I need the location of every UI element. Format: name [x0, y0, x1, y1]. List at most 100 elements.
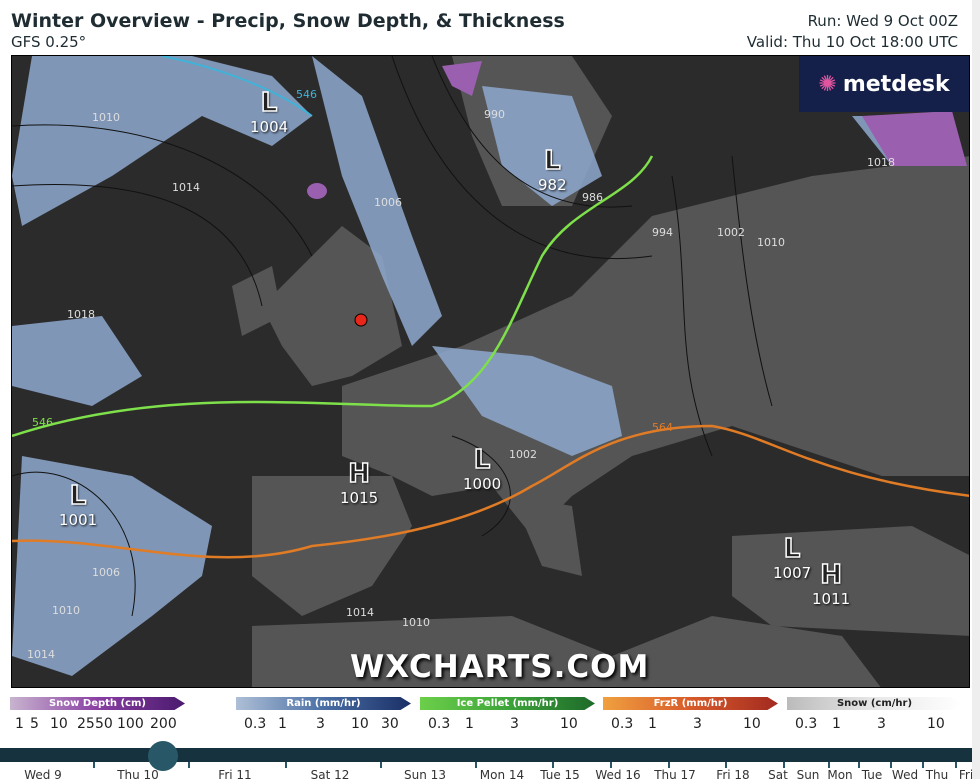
timeline-day[interactable]: Mon 14	[479, 768, 525, 782]
thickness-540-line	[161, 56, 313, 117]
legend-tick: 50	[95, 716, 113, 732]
svg-text:1014: 1014	[172, 181, 200, 194]
valid-time: Valid: Thu 10 Oct 18:00 UTC	[746, 33, 958, 51]
contour-labels: 1010 1014 1018 990 1006 986 994 1002 101…	[27, 88, 895, 661]
timeline-tick	[890, 762, 892, 768]
legend-tick: 10	[743, 716, 761, 732]
timeline-day[interactable]: Wed 9	[24, 768, 62, 782]
timeline-tick	[380, 762, 382, 768]
timeline-day[interactable]: Mon	[827, 768, 853, 782]
legend-tick: 30	[381, 716, 399, 732]
snow-depth-areas	[307, 61, 967, 199]
legend-tick: 0.3	[795, 716, 818, 732]
timeline-day[interactable]: Sat 12	[310, 768, 350, 782]
legend-bar: Snow (cm/hr)	[787, 697, 962, 710]
legend-tick: 3	[316, 716, 325, 732]
timeline-tick	[725, 762, 727, 768]
timeline-day[interactable]: Thu 17	[654, 768, 696, 782]
legend-tick: 25	[77, 716, 95, 732]
location-marker[interactable]	[354, 313, 368, 327]
svg-text:1010: 1010	[402, 616, 430, 629]
legend-bar: Snow Depth (cm)	[10, 697, 185, 710]
legend-bar: FrzR (mm/hr)	[603, 697, 778, 710]
map-canvas: 1010 1014 1018 990 1006 986 994 1002 101…	[12, 56, 969, 687]
model-label: GFS 0.25°	[11, 33, 87, 51]
svg-text:1006: 1006	[92, 566, 120, 579]
run-time: Run: Wed 9 Oct 00Z	[807, 12, 958, 30]
legend-tick: 0.3	[428, 716, 451, 732]
metdesk-logo: ✺ metdesk	[799, 56, 969, 112]
svg-text:1010: 1010	[92, 111, 120, 124]
timeline-day[interactable]: Sun 13	[404, 768, 446, 782]
legend-tick: 0.3	[611, 716, 634, 732]
svg-text:1014: 1014	[346, 606, 374, 619]
watermark: WXCHARTS.COM	[350, 649, 650, 685]
timeline-day[interactable]: Thu 10	[117, 768, 159, 782]
svg-text:564: 564	[652, 421, 673, 434]
legend-bar: Ice Pellet (mm/hr)	[420, 697, 595, 710]
legend-bar: Rain (mm/hr)	[236, 697, 411, 710]
svg-text:990: 990	[484, 108, 505, 121]
timeline-day[interactable]: Tue	[861, 768, 883, 782]
pressure-center-low: L 1000	[463, 444, 502, 493]
timeline-tick	[783, 762, 785, 768]
legend-tick: 3	[510, 716, 519, 732]
land	[232, 56, 969, 687]
timeline-tick	[828, 762, 830, 768]
timeline-day[interactable]: Thu	[925, 768, 949, 782]
pressure-center-high: H 1011	[812, 559, 851, 608]
timeline-tick	[858, 762, 860, 768]
pressure-center-low: L 1007	[773, 533, 812, 582]
pressure-center-low: L 982	[538, 145, 567, 194]
legend-tick: 1	[465, 716, 474, 732]
timeline-day[interactable]: Fri	[958, 768, 974, 782]
timeline-tick	[475, 762, 477, 768]
legend-tick: 10	[50, 716, 68, 732]
svg-text:546: 546	[296, 88, 317, 101]
timeline-tick	[188, 762, 190, 768]
legend-tick: 1	[278, 716, 287, 732]
timeline-handle[interactable]	[148, 741, 178, 771]
svg-text:994: 994	[652, 226, 673, 239]
legend-tick: 100	[117, 716, 144, 732]
svg-text:1018: 1018	[867, 156, 895, 169]
timeline-tick	[955, 762, 957, 768]
timeline-tick	[922, 762, 924, 768]
timeline-day[interactable]: Fri 18	[716, 768, 750, 782]
logo-text: metdesk	[842, 71, 950, 97]
thickness-564-line	[12, 424, 969, 559]
svg-text:1018: 1018	[67, 308, 95, 321]
weather-map[interactable]: 1010 1014 1018 990 1006 986 994 1002 101…	[11, 55, 970, 688]
timeline-day[interactable]: Wed 16	[595, 768, 641, 782]
legend-tick: 3	[877, 716, 886, 732]
svg-text:546: 546	[32, 416, 53, 429]
svg-text:1006: 1006	[374, 196, 402, 209]
legend-tick: 10	[560, 716, 578, 732]
timeline-tick	[610, 762, 612, 768]
svg-text:1010: 1010	[52, 604, 80, 617]
legend-tick: 1	[648, 716, 657, 732]
svg-text:1014: 1014	[27, 648, 55, 661]
timeline-track[interactable]	[0, 748, 972, 762]
pressure-center-low: L 1004	[250, 87, 289, 136]
legend-tick: 10	[351, 716, 369, 732]
legend-tick: 10	[927, 716, 945, 732]
timeline-day[interactable]: Sat	[768, 768, 788, 782]
legend-tick: 1	[15, 716, 24, 732]
timeline-day[interactable]: Tue 15	[540, 768, 580, 782]
legend-tick: 3	[693, 716, 702, 732]
timeline-day[interactable]: Wed	[891, 768, 919, 782]
svg-text:1002: 1002	[509, 448, 537, 461]
timeline-tick	[668, 762, 670, 768]
scrollbar[interactable]	[972, 0, 980, 779]
svg-text:1002: 1002	[717, 226, 745, 239]
timeline-day[interactable]: Fri 11	[218, 768, 252, 782]
thickness-546-line	[12, 155, 654, 438]
legend-tick: 200	[150, 716, 177, 732]
timeline-tick	[93, 762, 95, 768]
logo-icon: ✺	[818, 71, 837, 97]
legend-tick: 5	[30, 716, 39, 732]
svg-text:1010: 1010	[757, 236, 785, 249]
timeline-day[interactable]: Sun	[796, 768, 820, 782]
timeline-tick	[285, 762, 287, 768]
